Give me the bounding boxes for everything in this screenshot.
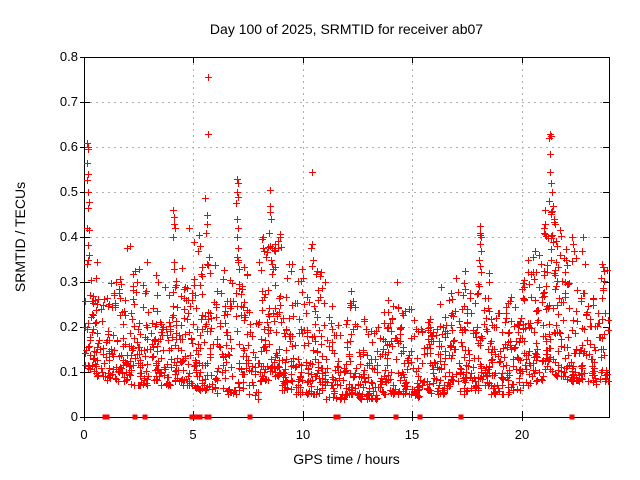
zero-marker [104, 414, 110, 420]
y-tick-label: 0.7 [59, 94, 78, 109]
zero-marker [142, 414, 148, 420]
y-tick-label: 0.4 [59, 229, 78, 244]
axis-ticks [80, 57, 609, 421]
x-tick-label: 5 [189, 427, 197, 442]
y-tick-label: 0.6 [59, 139, 78, 154]
y-tick-label: 0.2 [59, 319, 78, 334]
zero-marker [132, 414, 138, 420]
x-tick-label: 10 [295, 427, 311, 442]
zero-marker [335, 414, 341, 420]
x-tick-label: 20 [514, 427, 530, 442]
scatter-points [82, 74, 612, 403]
zero-marker [369, 414, 375, 420]
x-axis-label: GPS time / hours [293, 451, 400, 467]
x-tick-label: 15 [404, 427, 420, 442]
zero-marker [197, 414, 203, 420]
y-tick-label: 0 [70, 409, 78, 424]
zero-marker [247, 414, 253, 420]
zero-marker [458, 414, 464, 420]
zero-marker [417, 414, 423, 420]
y-tick-label: 0.5 [59, 184, 78, 199]
zero-marker [569, 414, 575, 420]
grid-lines [84, 57, 609, 417]
y-axis-label: SRMTID / TECUs [12, 181, 28, 293]
chart-title: Day 100 of 2025, SRMTID for receiver ab0… [209, 21, 484, 37]
x-tick-label: 0 [80, 427, 88, 442]
zero-marker [191, 414, 197, 420]
y-tick-label: 0.1 [59, 364, 78, 379]
y-tick-label: 0.3 [59, 274, 78, 289]
zero-marker [206, 414, 212, 420]
y-tick-label: 0.8 [59, 49, 78, 64]
zero-markers [102, 414, 575, 420]
zero-marker [393, 414, 399, 420]
